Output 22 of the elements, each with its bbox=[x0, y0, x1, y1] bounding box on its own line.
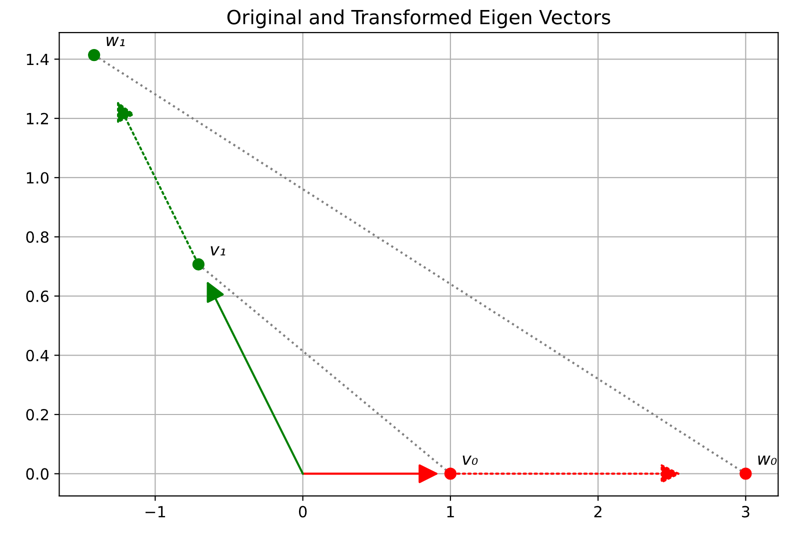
y-tick-label: 0.2 bbox=[26, 408, 48, 421]
y-tick-label: 1.4 bbox=[26, 54, 49, 65]
point bbox=[192, 258, 205, 270]
series-label: w₁ bbox=[106, 36, 125, 46]
point bbox=[88, 48, 100, 62]
y-tick-label: 0.4 bbox=[26, 350, 49, 362]
y-tick-label: 1.2 bbox=[26, 112, 48, 124]
y-tick-label: 0.0 bbox=[26, 468, 49, 480]
y-tick-label: 1.0 bbox=[26, 172, 49, 184]
y-tick-label: 0.8 bbox=[26, 231, 48, 243]
chart-title: Original and Transformed Eigen Vectors bbox=[227, 9, 610, 28]
point bbox=[740, 468, 752, 480]
x-tick-label: 0 bbox=[298, 506, 307, 518]
series-label: v₁ bbox=[210, 246, 226, 256]
y-tick-label: 0.6 bbox=[26, 290, 49, 302]
x-tick-label: −1 bbox=[146, 506, 166, 518]
x-tick-label: 2 bbox=[594, 506, 602, 518]
series-label: v₀ bbox=[462, 456, 478, 465]
x-tick-label: 1 bbox=[447, 506, 454, 518]
series-label: w₀ bbox=[758, 456, 777, 465]
x-tick-label: 3 bbox=[742, 506, 750, 518]
point bbox=[444, 468, 457, 480]
